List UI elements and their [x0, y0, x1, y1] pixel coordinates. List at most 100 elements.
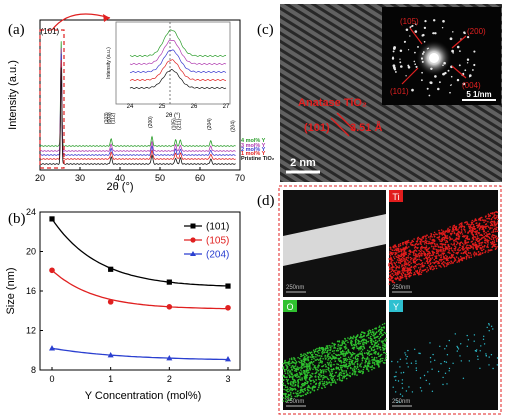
- eds-dot: [352, 357, 355, 359]
- eds-dot: [414, 273, 417, 276]
- eds-dot: [476, 230, 479, 232]
- eds-dot: [478, 224, 480, 227]
- eds-dot: [322, 370, 325, 373]
- eds-dot: [475, 246, 478, 249]
- eds-dot: [493, 211, 496, 214]
- eds-dot: [302, 354, 305, 357]
- size-point: [225, 355, 231, 362]
- saed-spot: [466, 58, 470, 61]
- eds-dot: [346, 358, 349, 361]
- eds-dot: [404, 242, 407, 245]
- eds-dot: [491, 240, 494, 243]
- eds-dot: [407, 272, 410, 275]
- eds-dot: [376, 353, 379, 355]
- eds-dot: [338, 347, 341, 349]
- eds-dot: [285, 376, 287, 379]
- eds-dot: [401, 395, 404, 397]
- eds-dot: [431, 390, 434, 392]
- eds-dot: [291, 373, 294, 376]
- eds-dot: [297, 375, 300, 378]
- xrd-x-tick-label: 20: [35, 173, 45, 183]
- eds-dot: [328, 349, 330, 351]
- eds-dot: [312, 349, 315, 352]
- eds-dot: [396, 265, 398, 268]
- eds-dot: [472, 223, 475, 226]
- eds-dot: [405, 240, 408, 243]
- eds-dot: [335, 349, 338, 352]
- eds-dot: [495, 211, 498, 213]
- saed-spot: [430, 67, 433, 71]
- eds-dot: [492, 328, 494, 330]
- eds-dot: [407, 263, 410, 265]
- eds-dot: [414, 254, 416, 257]
- eds-dot: [447, 259, 449, 262]
- eds-dot: [392, 252, 395, 254]
- eds-dot: [285, 368, 288, 371]
- eds-dot: [446, 237, 449, 239]
- eds-dot: [409, 275, 412, 277]
- eds-dot: [409, 256, 412, 259]
- eds-dot: [338, 377, 341, 379]
- eds-dot: [466, 221, 468, 223]
- eds-dot: [370, 349, 373, 351]
- eds-dot: [365, 360, 368, 363]
- eds-dot: [335, 371, 337, 374]
- eds-dot: [395, 399, 397, 401]
- eds-dot: [324, 354, 327, 357]
- eds-dot: [421, 262, 424, 264]
- eds-dot: [464, 229, 466, 231]
- eds-dot: [347, 348, 350, 351]
- inset-x-ticks: 24 25 26 27: [127, 104, 230, 110]
- eds-dot: [313, 385, 315, 387]
- eds-dot: [474, 218, 477, 220]
- eds-dot: [331, 379, 333, 381]
- eds-dot: [399, 358, 402, 360]
- eds-dot: [391, 273, 394, 275]
- eds-dot: [433, 231, 436, 234]
- eds-dot: [338, 360, 341, 363]
- saed-spot: [411, 88, 414, 92]
- eds-dot: [418, 252, 421, 254]
- eds-dot: [448, 249, 451, 252]
- eds-dot: [446, 255, 448, 258]
- eds-dot: [486, 238, 488, 241]
- eds-dot: [402, 242, 404, 245]
- eds-dot: [455, 228, 457, 231]
- eds-dot: [486, 326, 488, 329]
- eds-dot: [361, 345, 363, 348]
- xrd-curve-2: [39, 53, 236, 156]
- eds-dot: [454, 333, 456, 335]
- eds-dot: [452, 254, 455, 256]
- eds-dot: [384, 357, 387, 359]
- eds-dot: [425, 257, 427, 259]
- eds-dot: [441, 246, 444, 249]
- plane-annotation: (101): [304, 122, 330, 134]
- eds-dot: [338, 373, 341, 376]
- eds-dot: [470, 231, 473, 233]
- eds-dot: [458, 250, 460, 252]
- panel-c: (c) (105): [257, 4, 502, 182]
- saed-spot: [417, 45, 419, 48]
- eds-dot: [495, 226, 498, 229]
- eds-dot: [309, 351, 312, 354]
- eds-frame: [278, 185, 502, 415]
- size-y-tick-label: 16: [26, 286, 36, 296]
- eds-dot: [441, 237, 444, 239]
- eds-dot: [306, 367, 309, 370]
- eds-dot: [455, 238, 458, 240]
- size-y-tick-label: 20: [26, 247, 36, 257]
- eds-dot: [426, 240, 428, 242]
- eds-dot: [491, 231, 493, 233]
- eds-dot: [313, 352, 316, 354]
- eds-dot: [368, 354, 371, 357]
- eds-dot: [425, 379, 427, 382]
- eds-dot: [286, 389, 288, 392]
- eds-dot: [438, 233, 441, 235]
- eds-dot: [329, 377, 332, 379]
- eds-dot: [378, 339, 381, 342]
- eds-dot: [402, 252, 405, 255]
- eds-dot: [290, 393, 292, 395]
- eds-dot: [314, 348, 317, 351]
- eds-dot: [312, 368, 314, 371]
- eds-dot: [429, 342, 431, 344]
